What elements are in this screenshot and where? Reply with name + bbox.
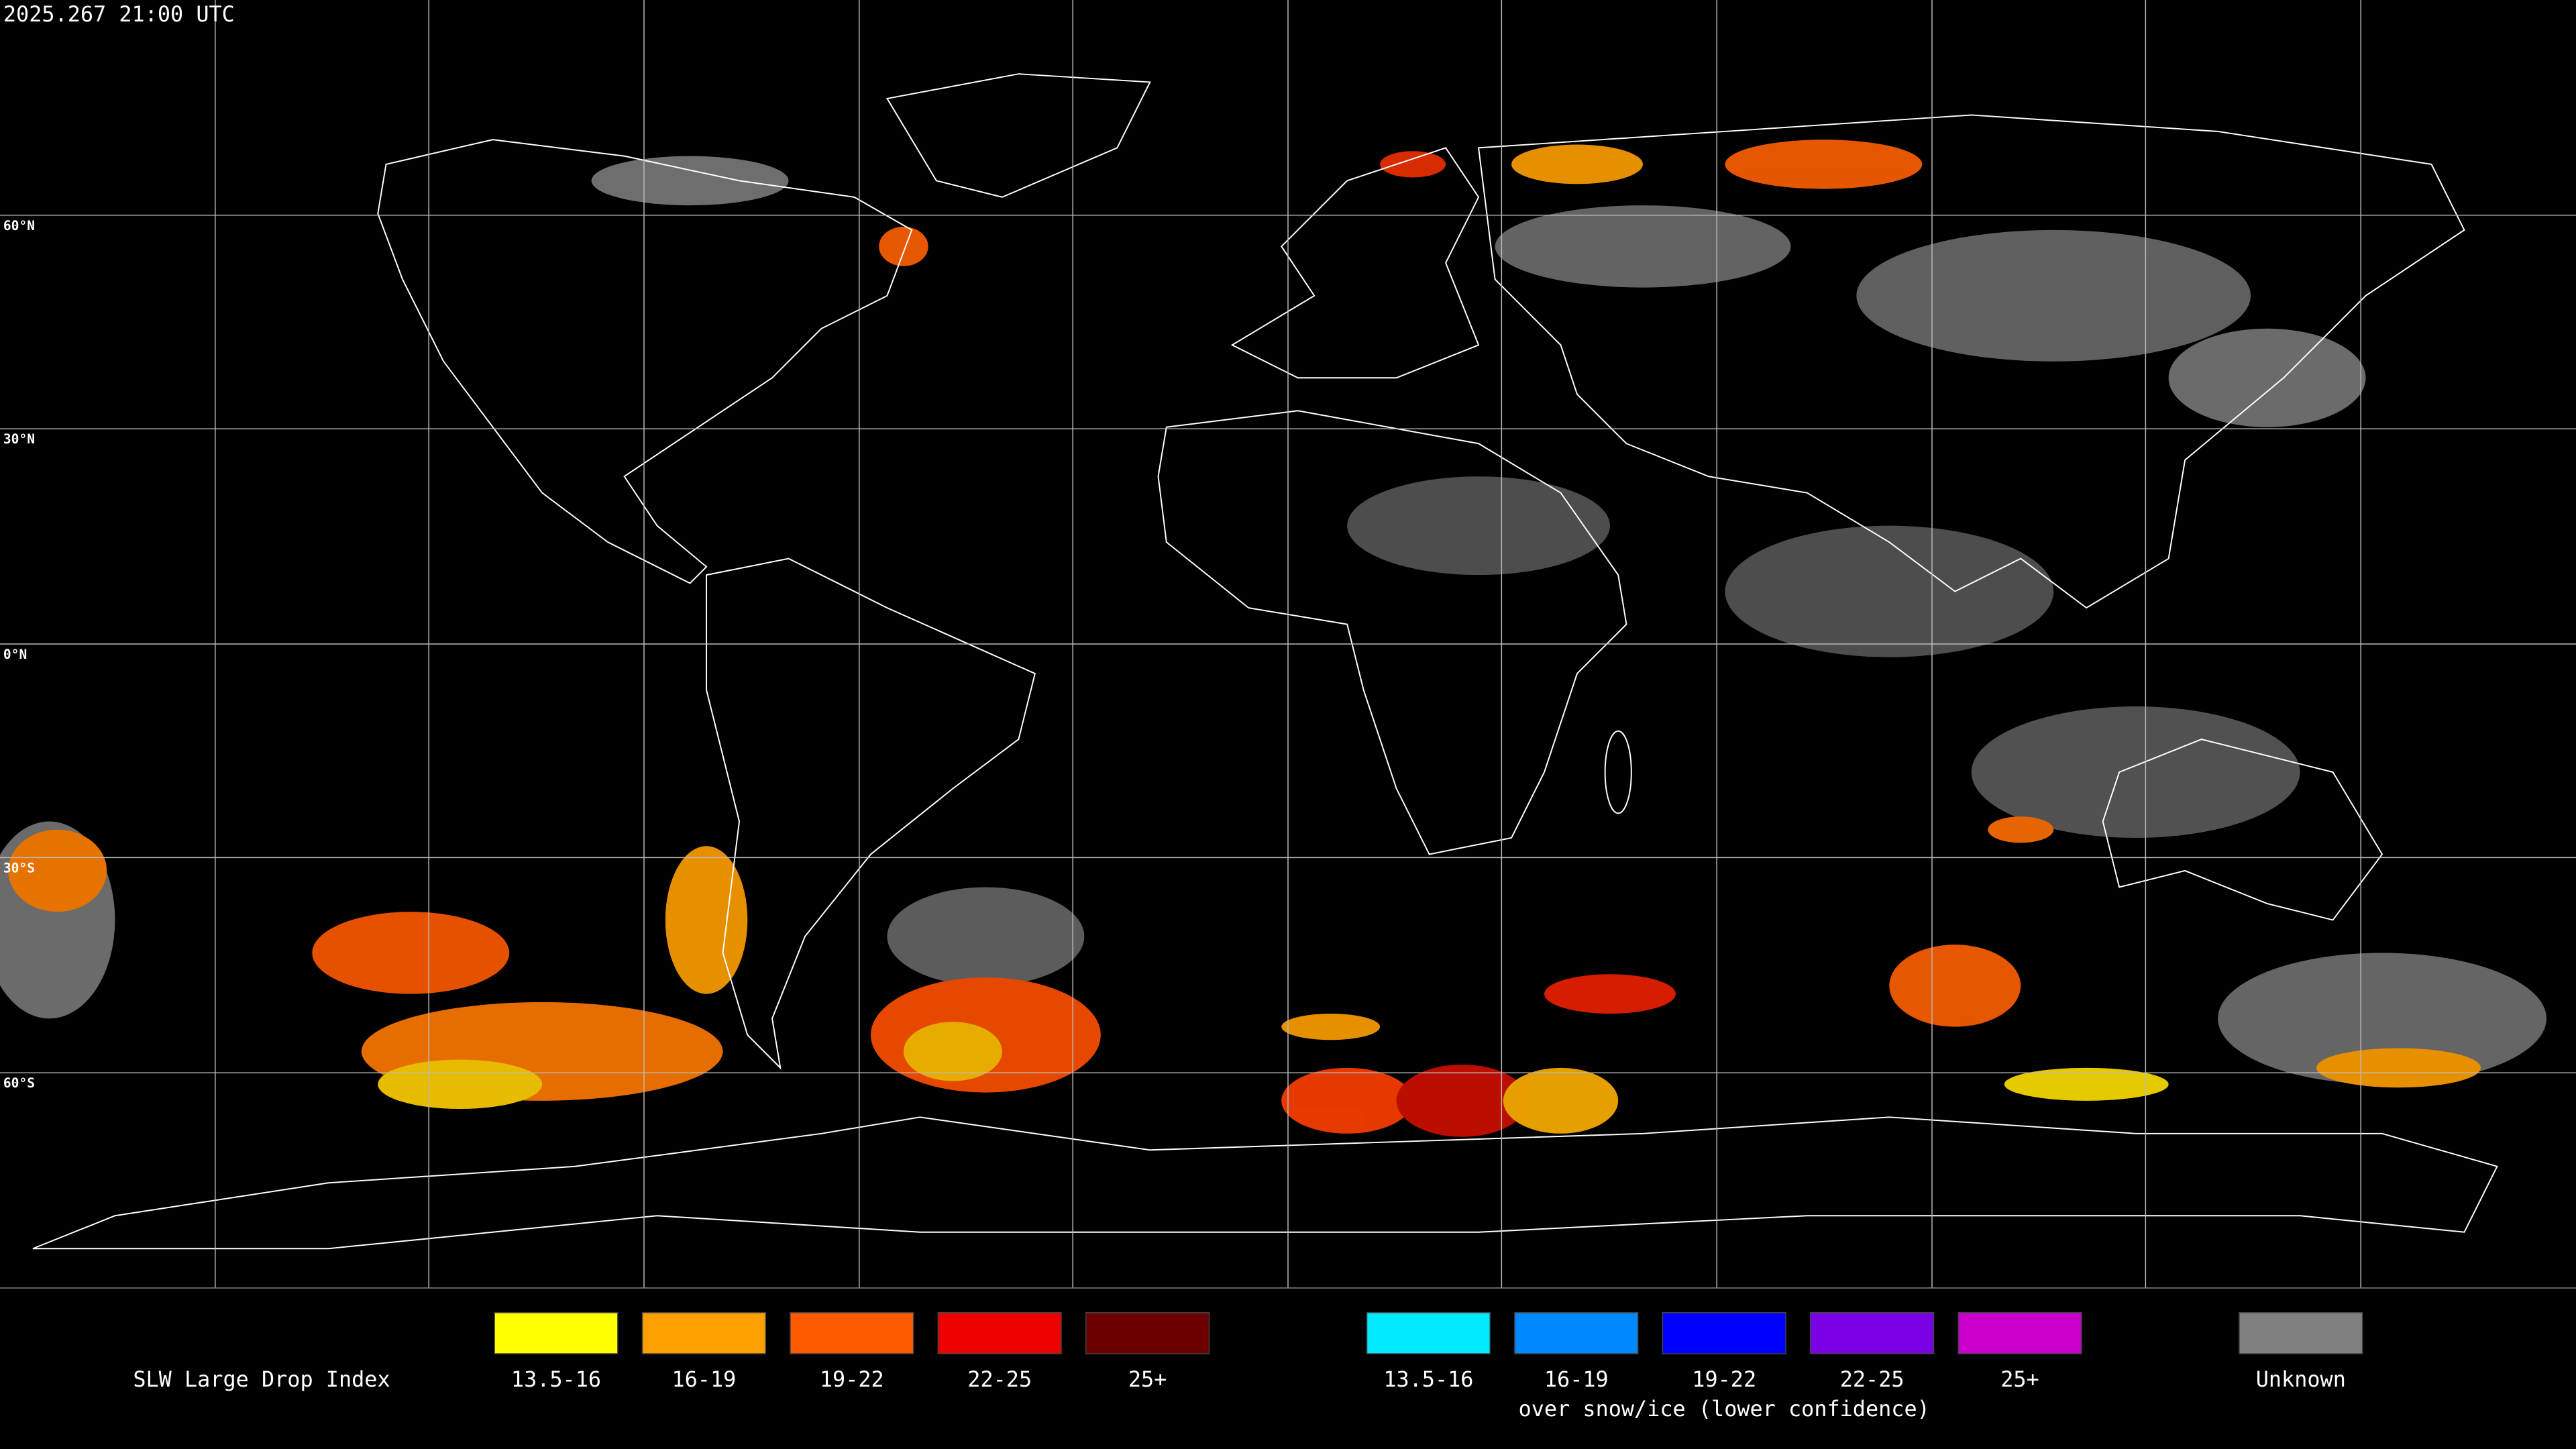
legend: SLW Large Drop Index 13.5-16 16-19 19-22 22… — [133, 1312, 2363, 1421]
legend-label: 25+ — [1128, 1366, 1167, 1392]
map: 60°N 30°N 0°N 30°S 60°S — [0, 0, 2576, 1288]
legend-label: 16-19 — [672, 1366, 736, 1392]
legend-swatch — [1085, 1312, 1210, 1354]
legend-label: 22-25 — [1840, 1366, 1904, 1392]
legend-swatch — [790, 1312, 914, 1354]
graticule — [0, 0, 2576, 1288]
legend-label: 22-25 — [967, 1366, 1032, 1392]
legend-label: 13.5-16 — [511, 1366, 601, 1392]
latitude-label: 30°N — [3, 431, 35, 447]
legend-title: SLW Large Drop Index — [133, 1366, 390, 1392]
latitude-label: 60°S — [3, 1075, 35, 1091]
legend-label: 25+ — [2000, 1366, 2039, 1392]
legend-swatch — [937, 1312, 1062, 1354]
legend-swatch — [2239, 1312, 2363, 1354]
legend-swatch — [641, 1312, 766, 1354]
legend-swatch — [1810, 1312, 1935, 1354]
latitude-label: 0°N — [3, 647, 27, 662]
coastlines — [32, 73, 2498, 1250]
legend-swatch — [1662, 1312, 1786, 1354]
legend-swatch — [494, 1312, 619, 1354]
legend-label: 16-19 — [1544, 1366, 1609, 1392]
latitude-label: 30°S — [3, 860, 35, 875]
timestamp: 2025.267 21:00 UTC — [3, 1, 235, 27]
legend-label: 19-22 — [820, 1366, 884, 1392]
legend-swatch — [1957, 1312, 2082, 1354]
legend-label: Unknown — [2256, 1366, 2346, 1392]
legend-label: 19-22 — [1692, 1366, 1756, 1392]
legend-caption: over snow/ice (lower confidence) — [1519, 1396, 1930, 1421]
legend-swatch — [1366, 1312, 1491, 1354]
legend-label: 13.5-16 — [1383, 1366, 1473, 1392]
cloud-patches — [0, 140, 2546, 1137]
legend-swatch — [1514, 1312, 1639, 1354]
latitude-label: 60°N — [3, 218, 35, 233]
